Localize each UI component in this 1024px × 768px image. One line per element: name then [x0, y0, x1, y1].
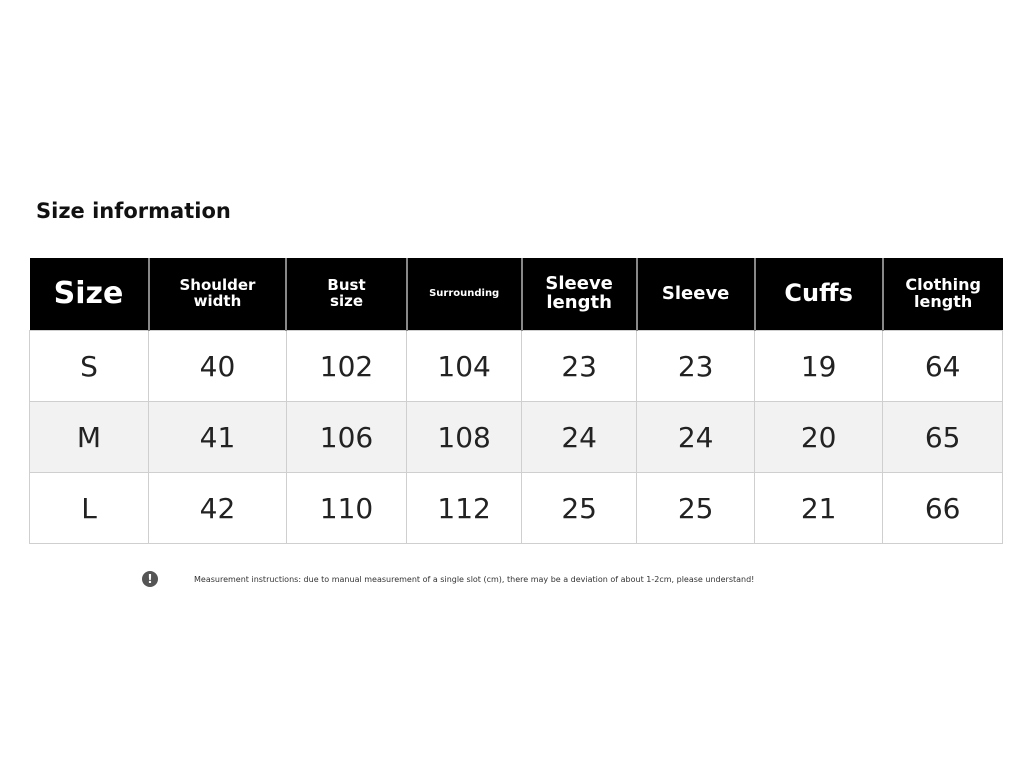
- header-size: Size: [29, 258, 149, 331]
- cell: 108: [406, 401, 523, 473]
- table-row: L 42 110 112 25 25 21 66: [29, 472, 1004, 544]
- header-surrounding: Surrounding: [405, 258, 522, 331]
- header-shoulder-width: Shoulder width: [147, 258, 287, 331]
- header-clothing-length: Clothing length: [881, 258, 1003, 331]
- header-bust-size: Bust size: [285, 258, 407, 331]
- cell: 20: [754, 401, 884, 473]
- exclamation-circle-icon: !: [142, 571, 158, 587]
- cell: S: [29, 330, 149, 402]
- cell: 65: [882, 401, 1004, 473]
- header-cuffs: Cuffs: [753, 258, 883, 331]
- cell: 66: [882, 472, 1004, 544]
- cell: 24: [521, 401, 638, 473]
- cell: 104: [406, 330, 523, 402]
- table-row: M 41 106 108 24 24 20 65: [29, 401, 1004, 473]
- cell: 23: [636, 330, 756, 402]
- header-sleeve: Sleeve: [635, 258, 755, 331]
- cell: 112: [406, 472, 523, 544]
- cell: 42: [148, 472, 287, 544]
- page-title: Size information: [36, 199, 231, 223]
- cell: 25: [521, 472, 638, 544]
- cell: L: [29, 472, 149, 544]
- cell: 40: [148, 330, 287, 402]
- table-row: S 40 102 104 23 23 19 64: [29, 330, 1004, 402]
- cell: 25: [636, 472, 756, 544]
- cell: 19: [754, 330, 884, 402]
- size-table: Size Shoulder width Bust size Surroundin…: [29, 258, 1004, 544]
- cell: M: [29, 401, 149, 473]
- cell: 24: [636, 401, 756, 473]
- measurement-note: ! Measurement instructions: due to manua…: [142, 571, 754, 587]
- cell: 41: [148, 401, 287, 473]
- header-row: Size Shoulder width Bust size Surroundin…: [29, 258, 1003, 331]
- header-sleeve-length: Sleeve length: [520, 258, 637, 331]
- cell: 23: [521, 330, 638, 402]
- cell: 64: [882, 330, 1004, 402]
- cell: 106: [285, 401, 408, 473]
- cell: 110: [285, 472, 408, 544]
- note-text: Measurement instructions: due to manual …: [194, 574, 755, 584]
- cell: 102: [285, 330, 408, 402]
- cell: 21: [754, 472, 884, 544]
